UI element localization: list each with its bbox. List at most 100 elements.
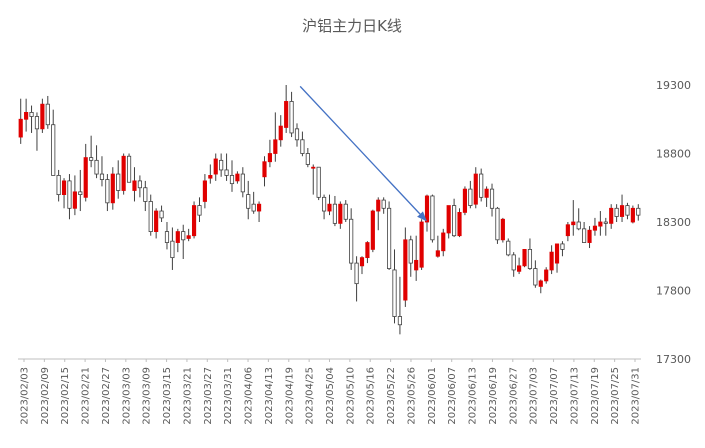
- candle-body-up: [267, 153, 272, 163]
- candle: [506, 238, 511, 257]
- candle-body-up: [311, 166, 316, 169]
- candle-body-down: [143, 187, 148, 202]
- x-tick-label: 2023/04/25: [305, 367, 316, 425]
- candle-body-up: [517, 265, 522, 272]
- candle: [305, 148, 310, 168]
- x-tick-label: 2023/03/31: [223, 367, 234, 425]
- candle: [565, 222, 570, 242]
- candle-body-up: [619, 205, 625, 217]
- candle: [484, 186, 489, 207]
- candle: [343, 200, 348, 222]
- candle-body-down: [527, 248, 533, 269]
- candle: [154, 208, 159, 239]
- candle-body-down: [94, 159, 99, 175]
- candle: [159, 205, 164, 222]
- candle-body-up: [549, 251, 554, 271]
- candle-body-down: [349, 218, 354, 264]
- y-tick-label: 17300: [656, 353, 691, 366]
- candle-body-down: [78, 191, 83, 196]
- x-tick-label: 2023/07/25: [610, 367, 621, 425]
- candle-body-up: [132, 180, 137, 191]
- candle-body-down: [148, 201, 153, 232]
- candle-body-up: [359, 257, 365, 267]
- candle-body-down: [51, 124, 56, 176]
- candle-body-down: [34, 116, 40, 130]
- x-tick-label: 2023/02/27: [101, 367, 112, 425]
- candle-body-up: [235, 173, 240, 182]
- candle: [392, 249, 397, 324]
- candle-body-down: [576, 221, 581, 230]
- x-tick-label: 2023/03/03: [121, 367, 132, 425]
- y-tick-label: 18800: [656, 148, 691, 161]
- candle: [387, 201, 392, 270]
- candle-body-down: [408, 239, 413, 264]
- candle-body-down: [533, 268, 538, 286]
- candle-body-down: [479, 173, 484, 198]
- candle-body-up: [554, 243, 560, 264]
- candle: [246, 180, 251, 220]
- candle-body-down: [105, 179, 110, 204]
- x-tick-label: 2023/03/21: [182, 367, 193, 425]
- y-axis-ticks: 17300 17800 18300 18800 19300: [656, 79, 691, 366]
- candle: [489, 183, 495, 217]
- candle: [370, 209, 375, 253]
- candle: [408, 235, 413, 277]
- candle: [202, 174, 207, 209]
- candle-body-down: [397, 316, 403, 326]
- candle: [446, 205, 451, 239]
- candle-body-down: [354, 262, 359, 285]
- candle: [560, 241, 565, 257]
- candle: [354, 256, 359, 302]
- candle: [126, 153, 132, 183]
- y-tick-label: 19300: [656, 79, 691, 92]
- candles-layer: [18, 85, 641, 335]
- candle-body-up: [110, 173, 115, 204]
- candle: [316, 166, 321, 201]
- candle-body-up: [435, 250, 440, 257]
- candle: [78, 169, 83, 212]
- candle-body-up: [424, 195, 430, 223]
- x-tick-label: 2023/03/15: [162, 367, 173, 425]
- candle: [99, 156, 105, 187]
- candle: [468, 180, 473, 209]
- candle-body-up: [284, 101, 289, 128]
- candle: [45, 95, 50, 129]
- candle-body-down: [392, 269, 397, 317]
- x-tick-label: 2023/07/13: [569, 367, 580, 425]
- candle-body-up: [213, 158, 218, 175]
- x-tick-label: 2023/02/15: [60, 367, 71, 425]
- candle: [430, 194, 435, 243]
- candle: [105, 174, 110, 212]
- chart-title: 沪铝主力日K线: [302, 17, 402, 35]
- candle: [500, 217, 505, 243]
- candle-body-down: [381, 199, 386, 209]
- candle-body-down: [322, 196, 327, 212]
- candle-body-up: [186, 235, 191, 239]
- candle: [435, 235, 440, 258]
- candle-body-up: [24, 112, 29, 120]
- candle-body-down: [468, 188, 473, 206]
- candle: [175, 228, 180, 253]
- candle-body-down: [603, 221, 608, 224]
- candle-body-down: [430, 195, 435, 241]
- candle: [164, 222, 170, 250]
- candle-body-up: [273, 139, 278, 154]
- candle-body-up: [598, 221, 603, 227]
- candle-body-down: [197, 205, 202, 216]
- candle: [479, 168, 484, 202]
- candle: [34, 112, 40, 151]
- candle-body-down: [229, 175, 235, 185]
- x-tick-label: 2023/05/26: [406, 367, 417, 425]
- candle-body-down: [560, 243, 565, 250]
- candle: [527, 238, 533, 270]
- candle-body-down: [289, 101, 294, 134]
- candle-body-down: [636, 207, 641, 216]
- candle-body-up: [587, 229, 592, 243]
- candle: [61, 178, 67, 209]
- candle-body-down: [614, 207, 619, 217]
- candle-body-down: [387, 207, 392, 269]
- candle: [511, 252, 516, 277]
- candle-body-up: [571, 221, 576, 226]
- candle: [72, 175, 77, 216]
- candle-body-up: [278, 125, 283, 141]
